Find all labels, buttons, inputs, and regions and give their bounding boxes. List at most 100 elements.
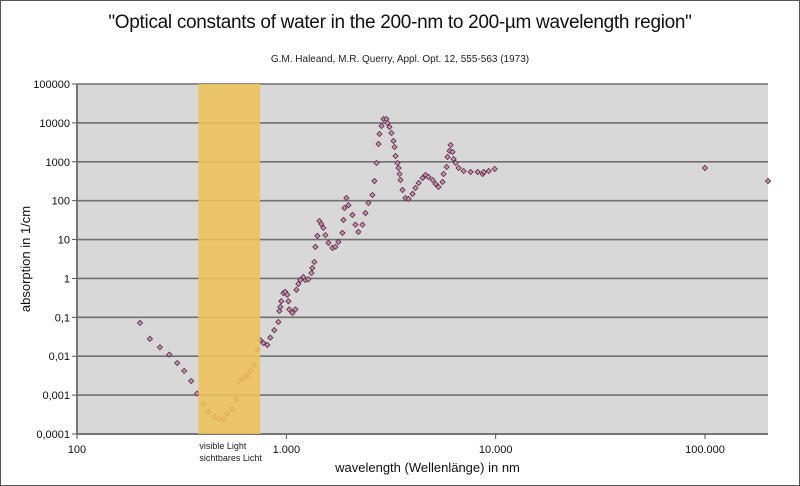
data-point xyxy=(286,306,293,313)
data-point xyxy=(355,228,362,236)
data-point xyxy=(305,276,312,283)
data-point xyxy=(405,195,412,203)
data-point xyxy=(447,141,454,149)
y-tick-label: 10000 xyxy=(39,118,70,130)
data-point xyxy=(352,221,359,228)
data-point xyxy=(180,367,188,375)
data-point xyxy=(293,286,300,293)
data-point xyxy=(491,165,498,173)
data-point xyxy=(390,137,397,145)
y-tick-label: 100 xyxy=(52,196,70,208)
data-point xyxy=(412,184,419,192)
data-point xyxy=(392,152,399,160)
data-point xyxy=(325,239,332,247)
y-tick-label: 0,01 xyxy=(49,351,70,363)
data-point xyxy=(349,211,356,219)
x-tick-label: 100.000 xyxy=(685,444,725,456)
plot-area xyxy=(77,84,768,434)
data-point xyxy=(339,229,346,237)
data-point xyxy=(318,220,325,228)
data-point xyxy=(187,377,195,385)
data-point xyxy=(312,243,319,250)
x-tick-label: 100 xyxy=(68,444,86,456)
chart-title: "Optical constants of water in the 200-n… xyxy=(108,12,692,33)
data-point xyxy=(369,191,376,199)
data-point xyxy=(409,190,416,198)
data-point xyxy=(156,344,164,351)
x-tick-label: 1.000 xyxy=(273,444,301,456)
data-point xyxy=(311,258,318,266)
data-point xyxy=(452,159,459,167)
y-tick-label: 0,1 xyxy=(55,312,70,324)
data-point xyxy=(439,178,446,186)
visible-light-band xyxy=(198,84,261,434)
data-point xyxy=(362,209,369,217)
data-point xyxy=(764,177,772,185)
y-axis-label: absorption in 1/cm xyxy=(18,206,33,312)
x-axis-label: wavelength (Wellenlänge) in nm xyxy=(334,460,520,475)
data-point xyxy=(386,123,393,131)
data-point xyxy=(332,243,339,250)
data-point xyxy=(314,232,321,240)
data-point xyxy=(397,176,404,184)
data-point xyxy=(373,159,380,167)
data-point xyxy=(467,168,474,176)
data-point xyxy=(474,168,481,176)
data-point xyxy=(267,334,274,341)
data-point xyxy=(443,163,450,171)
data-point xyxy=(309,264,316,272)
data-point xyxy=(292,306,299,313)
data-point xyxy=(455,164,462,172)
data-point xyxy=(394,159,401,167)
data-point xyxy=(365,199,372,207)
data-point xyxy=(460,167,467,175)
data-point xyxy=(415,179,422,187)
data-point xyxy=(289,309,296,317)
data-point xyxy=(429,176,436,184)
data-point xyxy=(375,140,382,148)
data-point xyxy=(435,183,442,191)
data-point xyxy=(275,318,282,326)
data-point xyxy=(277,303,284,311)
data-point xyxy=(384,119,391,127)
data-point xyxy=(174,359,181,367)
data-point xyxy=(388,129,395,137)
data-point xyxy=(432,180,439,188)
y-tick-label: 100000 xyxy=(33,79,70,91)
data-point xyxy=(480,168,487,176)
y-tick-label: 0,001 xyxy=(42,390,70,402)
data-point xyxy=(485,167,492,175)
data-point xyxy=(378,122,385,130)
data-point xyxy=(444,153,451,161)
data-point xyxy=(278,298,285,305)
data-point xyxy=(419,174,426,182)
y-tick-label: 0,0001 xyxy=(36,429,70,441)
data-point xyxy=(340,216,347,224)
data-point xyxy=(450,155,457,163)
visible-light-label: sichtbares Licht xyxy=(199,453,262,463)
data-point xyxy=(297,276,304,284)
y-tick-label: 10 xyxy=(58,235,70,247)
data-point xyxy=(422,171,429,179)
data-point xyxy=(136,319,144,327)
data-point xyxy=(399,186,406,194)
data-point xyxy=(166,351,173,358)
data-point xyxy=(396,170,403,178)
data-point xyxy=(308,269,315,277)
chart-subtitle: G.M. Haleand, M.R. Querry, Appl. Opt. 12… xyxy=(270,54,530,65)
data-point xyxy=(264,341,271,349)
data-point xyxy=(376,130,383,138)
data-point xyxy=(371,177,378,185)
data-point xyxy=(284,291,291,298)
data-point xyxy=(701,164,709,172)
data-point xyxy=(260,339,267,347)
data-point xyxy=(341,204,348,212)
data-point xyxy=(391,143,398,151)
data-point xyxy=(320,224,327,232)
x-tick-label: 10.000 xyxy=(479,444,513,456)
data-point xyxy=(322,231,329,239)
data-point xyxy=(449,148,456,156)
y-tick-label: 1 xyxy=(64,273,70,285)
data-point xyxy=(425,173,432,181)
